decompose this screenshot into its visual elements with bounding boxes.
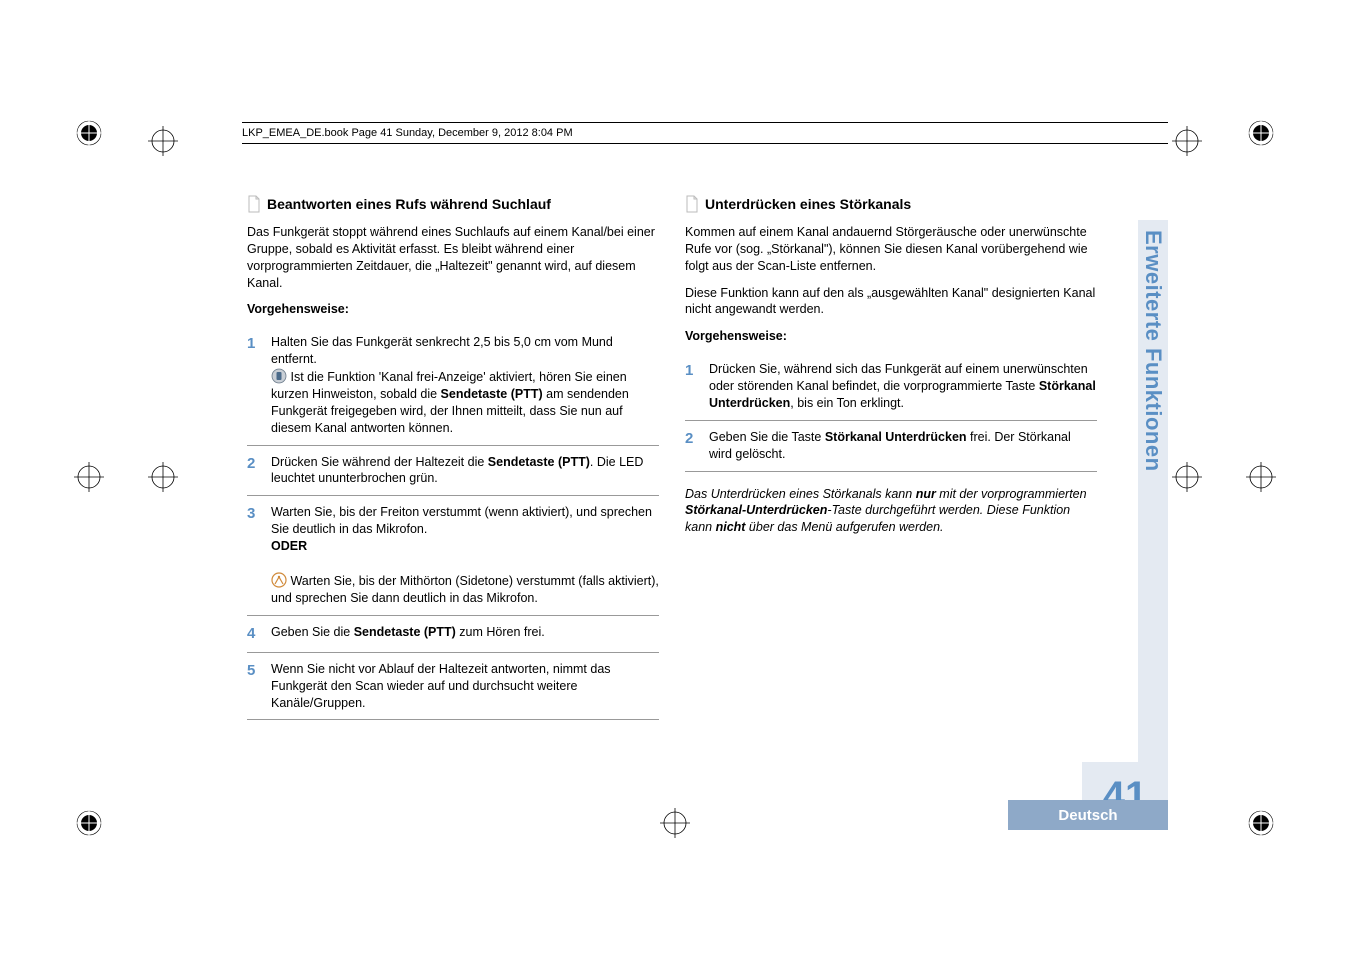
regmark-bot-right bbox=[1246, 808, 1276, 838]
step-body: Geben Sie die Taste Störkanal Unterdrück… bbox=[709, 429, 1097, 463]
right-subhead: Vorgehensweise: bbox=[685, 328, 1097, 345]
regmark-bot-center bbox=[660, 808, 690, 838]
language-box: Deutsch bbox=[1008, 800, 1168, 830]
left-section-title: Beantworten eines Rufs während Suchlauf bbox=[247, 195, 659, 214]
content-area: Beantworten eines Rufs während Suchlauf … bbox=[247, 195, 1097, 720]
step-body: Geben Sie die Sendetaste (PTT) zum Hören… bbox=[271, 624, 659, 644]
regmark-top-left bbox=[74, 118, 104, 148]
regmark-mid-right bbox=[1246, 462, 1276, 492]
document-icon bbox=[247, 195, 261, 213]
step-number: 1 bbox=[685, 361, 699, 412]
regmark-header-right bbox=[1172, 126, 1202, 156]
language-label: Deutsch bbox=[1058, 807, 1117, 824]
info-icon bbox=[271, 368, 287, 384]
right-note: Das Unterdrücken eines Störkanals kann n… bbox=[685, 486, 1097, 537]
antenna-icon bbox=[271, 572, 287, 588]
right-section-title: Unterdrücken eines Störkanals bbox=[685, 195, 1097, 214]
left-step-3: 3 Warten Sie, bis der Freiton verstummt … bbox=[247, 496, 659, 615]
right-title-text: Unterdrücken eines Störkanals bbox=[705, 195, 911, 214]
document-icon bbox=[685, 195, 699, 213]
right-step-2: 2 Geben Sie die Taste Störkanal Unterdrü… bbox=[685, 421, 1097, 472]
step-number: 5 bbox=[247, 661, 261, 712]
step-number: 2 bbox=[685, 429, 699, 463]
left-steps: 1 Halten Sie das Funkgerät senkrecht 2,5… bbox=[247, 326, 659, 720]
left-step-1: 1 Halten Sie das Funkgerät senkrecht 2,5… bbox=[247, 326, 659, 445]
regmark-top-right bbox=[1246, 118, 1276, 148]
left-step-2: 2 Drücken Sie während der Haltezeit die … bbox=[247, 446, 659, 497]
right-intro-2: Diese Funktion kann auf den als „ausgewä… bbox=[685, 285, 1097, 319]
step-body: Wenn Sie nicht vor Ablauf der Haltezeit … bbox=[271, 661, 659, 712]
left-title-text: Beantworten eines Rufs während Suchlauf bbox=[267, 195, 551, 214]
left-subhead: Vorgehensweise: bbox=[247, 301, 659, 318]
regmark-mid-right-inner bbox=[1172, 462, 1202, 492]
side-tab: Erweiterte Funktionen bbox=[1138, 220, 1168, 830]
regmark-bot-left bbox=[74, 808, 104, 838]
left-step-5: 5 Wenn Sie nicht vor Ablauf der Haltezei… bbox=[247, 653, 659, 721]
right-step-1: 1 Drücken Sie, während sich das Funkgerä… bbox=[685, 353, 1097, 421]
step-body: Drücken Sie, während sich das Funkgerät … bbox=[709, 361, 1097, 412]
step-body: Halten Sie das Funkgerät senkrecht 2,5 b… bbox=[271, 334, 659, 436]
print-header-text: LKP_EMEA_DE.book Page 41 Sunday, Decembe… bbox=[242, 127, 573, 139]
step-number: 2 bbox=[247, 454, 261, 488]
side-tab-label: Erweiterte Funktionen bbox=[1140, 230, 1166, 472]
right-steps: 1 Drücken Sie, während sich das Funkgerä… bbox=[685, 353, 1097, 471]
step-number: 4 bbox=[247, 624, 261, 644]
regmark-mid-left-inner bbox=[148, 462, 178, 492]
step-number: 1 bbox=[247, 334, 261, 436]
print-header: LKP_EMEA_DE.book Page 41 Sunday, Decembe… bbox=[242, 122, 1168, 144]
left-intro: Das Funkgerät stoppt während eines Suchl… bbox=[247, 224, 659, 292]
regmark-mid-left bbox=[74, 462, 104, 492]
right-column: Unterdrücken eines Störkanals Kommen auf… bbox=[685, 195, 1097, 720]
left-column: Beantworten eines Rufs während Suchlauf … bbox=[247, 195, 659, 720]
regmark-header-left bbox=[148, 126, 178, 156]
left-step-4: 4 Geben Sie die Sendetaste (PTT) zum Hör… bbox=[247, 616, 659, 653]
step-number: 3 bbox=[247, 504, 261, 606]
right-intro-1: Kommen auf einem Kanal andauernd Störger… bbox=[685, 224, 1097, 275]
step-body: Warten Sie, bis der Freiton verstummt (w… bbox=[271, 504, 659, 606]
step-body: Drücken Sie während der Haltezeit die Se… bbox=[271, 454, 659, 488]
